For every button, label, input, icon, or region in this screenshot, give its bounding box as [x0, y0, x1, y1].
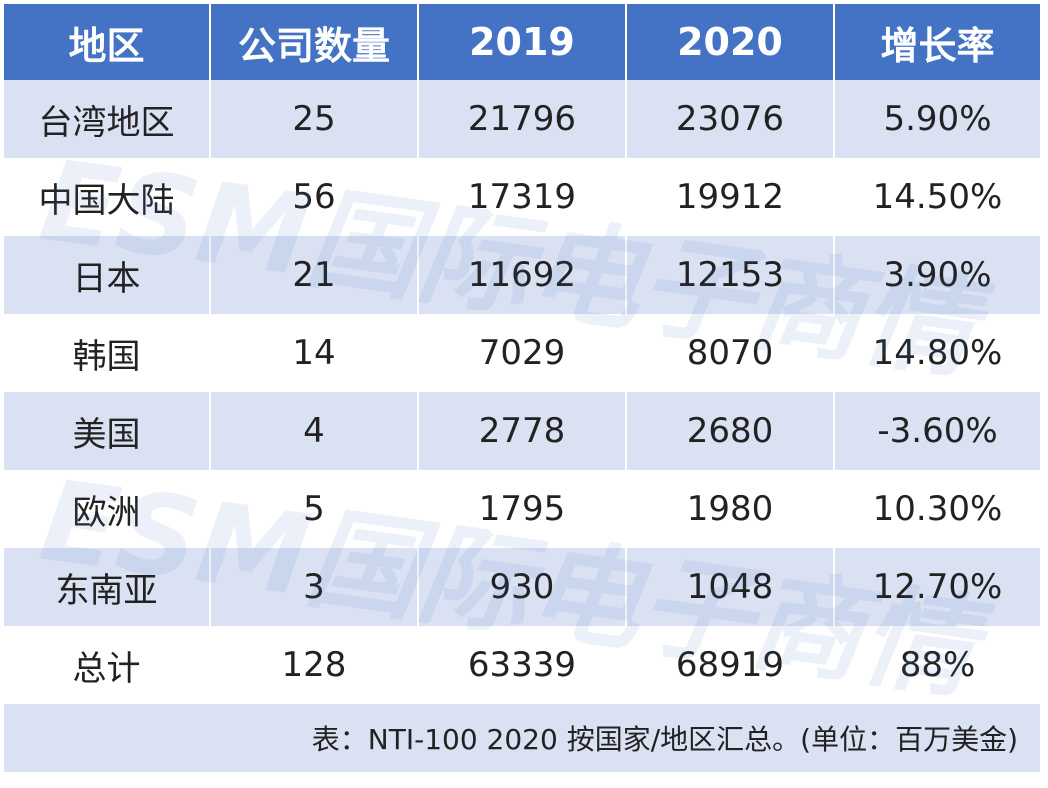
header-region: 地区 [4, 4, 211, 80]
caption-row: 表：NTI-100 2020 按国家/地区汇总。(单位：百万美金) [4, 704, 1040, 772]
cell-growth-rate: 3.90% [834, 236, 1040, 314]
header-2019: 2019 [418, 4, 627, 80]
cell-2019: 7029 [418, 314, 627, 392]
header-2020: 2020 [626, 4, 835, 80]
cell-company-count: 3 [210, 548, 419, 626]
cell-2020: 1048 [626, 548, 835, 626]
cell-growth-rate: -3.60% [834, 392, 1040, 470]
cell-growth-rate: 14.50% [834, 158, 1040, 236]
table-row: 中国大陆 56 17319 19912 14.50% [4, 158, 1040, 236]
cell-region: 韩国 [4, 314, 211, 392]
nti-summary-table: 地区 公司数量 2019 2020 增长率 台湾地区 25 21796 2307… [4, 4, 1040, 772]
cell-region: 欧洲 [4, 470, 211, 548]
cell-company-count: 21 [210, 236, 419, 314]
cell-2019: 17319 [418, 158, 627, 236]
cell-region: 总计 [4, 626, 211, 704]
header-growth-rate: 增长率 [834, 4, 1040, 80]
cell-2020: 12153 [626, 236, 835, 314]
cell-growth-rate: 14.80% [834, 314, 1040, 392]
cell-company-count: 25 [210, 80, 419, 158]
table-row: 日本 21 11692 12153 3.90% [4, 236, 1040, 314]
cell-2019: 11692 [418, 236, 627, 314]
table-row: 韩国 14 7029 8070 14.80% [4, 314, 1040, 392]
cell-2019: 2778 [418, 392, 627, 470]
cell-company-count: 4 [210, 392, 419, 470]
cell-growth-rate: 12.70% [834, 548, 1040, 626]
cell-company-count: 56 [210, 158, 419, 236]
cell-growth-rate: 88% [834, 626, 1040, 704]
cell-company-count: 14 [210, 314, 419, 392]
table-row-total: 总计 128 63339 68919 88% [4, 626, 1040, 704]
table-row: 美国 4 2778 2680 -3.60% [4, 392, 1040, 470]
cell-2020: 1980 [626, 470, 835, 548]
cell-growth-rate: 10.30% [834, 470, 1040, 548]
cell-company-count: 5 [210, 470, 419, 548]
cell-2020: 2680 [626, 392, 835, 470]
table-row: 欧洲 5 1795 1980 10.30% [4, 470, 1040, 548]
cell-2020: 68919 [626, 626, 835, 704]
cell-2019: 1795 [418, 470, 627, 548]
header-company-count: 公司数量 [210, 4, 419, 80]
cell-2020: 23076 [626, 80, 835, 158]
cell-2019: 930 [418, 548, 627, 626]
table-row: 东南亚 3 930 1048 12.70% [4, 548, 1040, 626]
cell-region: 日本 [4, 236, 211, 314]
cell-growth-rate: 5.90% [834, 80, 1040, 158]
cell-2019: 21796 [418, 80, 627, 158]
cell-2019: 63339 [418, 626, 627, 704]
cell-region: 台湾地区 [4, 80, 211, 158]
table-caption: 表：NTI-100 2020 按国家/地区汇总。(单位：百万美金) [4, 704, 1040, 772]
cell-region: 中国大陆 [4, 158, 211, 236]
header-row: 地区 公司数量 2019 2020 增长率 [4, 4, 1040, 80]
cell-region: 美国 [4, 392, 211, 470]
cell-2020: 8070 [626, 314, 835, 392]
cell-2020: 19912 [626, 158, 835, 236]
cell-region: 东南亚 [4, 548, 211, 626]
cell-company-count: 128 [210, 626, 419, 704]
table-row: 台湾地区 25 21796 23076 5.90% [4, 80, 1040, 158]
